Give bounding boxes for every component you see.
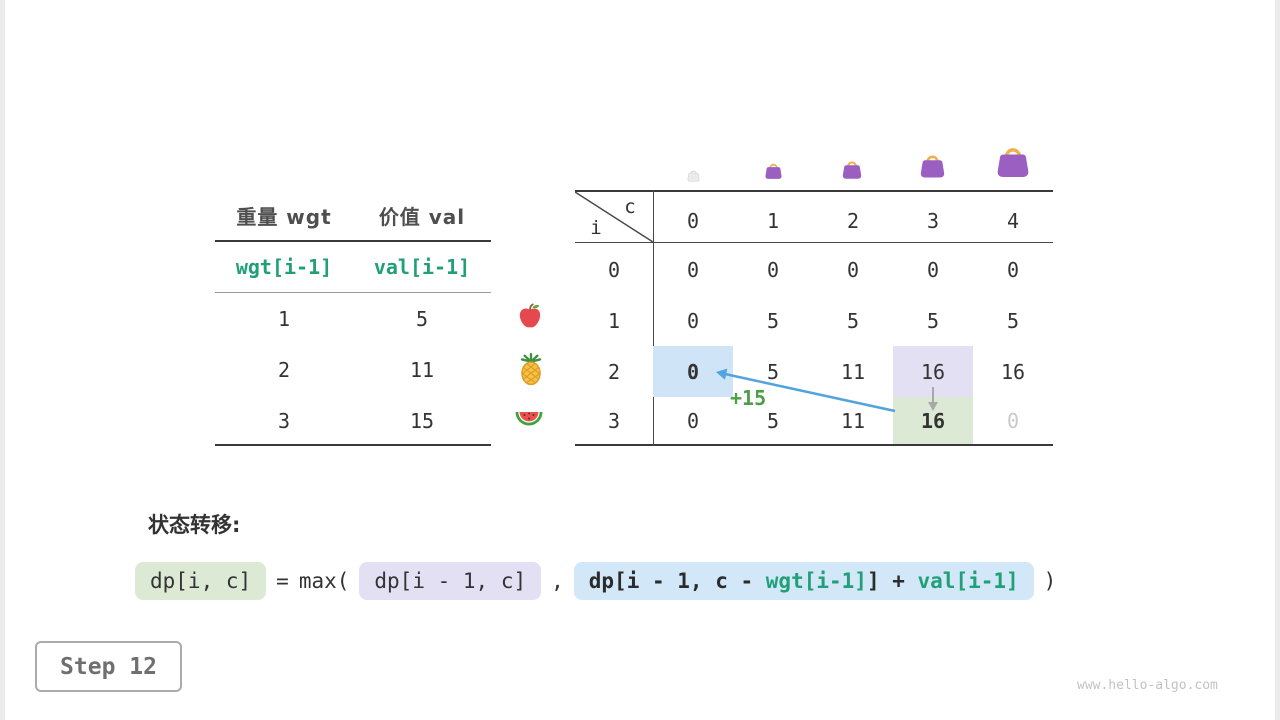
dp-cell: 5 bbox=[1006, 308, 1020, 333]
dp-cell-current: 16 bbox=[920, 408, 946, 433]
col-header: 1 bbox=[766, 209, 780, 233]
divider bbox=[215, 444, 491, 446]
weight-column-header: 重量 wgt bbox=[236, 204, 332, 229]
dp-cell: 0 bbox=[686, 257, 700, 282]
option2-part1: dp[i - 1, c - bbox=[588, 569, 766, 593]
corner-col-label: c bbox=[624, 196, 636, 218]
weights-table: 重量 wgt 价值 val wgt[i-1] val[i-1] 1 5 2 11… bbox=[215, 190, 491, 446]
col-header: 3 bbox=[926, 209, 940, 233]
max-open: max( bbox=[298, 569, 350, 593]
corner-row-label: i bbox=[590, 217, 602, 239]
value-cell: 5 bbox=[415, 306, 429, 331]
dp-cell: 0 bbox=[686, 308, 700, 333]
option2-val-part: val[i-1] bbox=[917, 569, 1019, 593]
step-indicator: Step 12 bbox=[35, 641, 182, 692]
close-paren: ) bbox=[1043, 569, 1057, 593]
dp-cell: 5 bbox=[926, 308, 940, 333]
formula-option1-chip: dp[i - 1, c] bbox=[359, 562, 542, 600]
dp-cell: 0 bbox=[686, 408, 700, 433]
option2-part3: ] + bbox=[866, 569, 918, 593]
divider bbox=[575, 190, 1053, 192]
right-edge-strip bbox=[1275, 0, 1280, 720]
col-header: 4 bbox=[1006, 209, 1020, 233]
dp-cell: 0 bbox=[766, 257, 780, 282]
equals-sign: = bbox=[276, 569, 289, 593]
dp-cell-pending: 0 bbox=[1006, 408, 1020, 433]
value-cell: 15 bbox=[409, 408, 435, 433]
col-header: 2 bbox=[846, 209, 860, 233]
bag-small-icon bbox=[763, 160, 784, 184]
dp-cell: 11 bbox=[840, 408, 866, 433]
dp-cell: 11 bbox=[840, 359, 866, 384]
dp-cell: 5 bbox=[846, 308, 860, 333]
option2-wgt-part: wgt[i-1] bbox=[765, 569, 867, 593]
dp-cell-source: 0 bbox=[686, 359, 700, 384]
comma: , bbox=[551, 569, 564, 593]
wgt-var-label: wgt[i-1] bbox=[235, 255, 333, 279]
row-header: 1 bbox=[607, 308, 621, 333]
dp-cell: 5 bbox=[766, 408, 780, 433]
watermelon-icon bbox=[514, 409, 544, 433]
row-header: 3 bbox=[607, 408, 621, 433]
value-column-header: 价值 val bbox=[378, 204, 466, 229]
divider bbox=[215, 292, 491, 293]
weights-table-header-row: 重量 wgt 价值 val bbox=[215, 190, 491, 240]
dp-cell: 0 bbox=[1006, 257, 1020, 282]
weight-cell: 2 bbox=[277, 357, 291, 382]
dp-cell: 16 bbox=[1000, 359, 1026, 384]
left-edge-strip bbox=[0, 0, 5, 720]
table-row: 1 5 bbox=[215, 293, 491, 344]
bag-xlarge-icon bbox=[993, 141, 1033, 183]
transition-section-label: 状态转移: bbox=[148, 513, 241, 537]
val-var-label: val[i-1] bbox=[373, 255, 471, 279]
col-header: 0 bbox=[686, 209, 700, 233]
transition-formula: dp[i, c] = max( dp[i - 1, c] , dp[i - 1,… bbox=[135, 559, 1056, 603]
divider bbox=[653, 190, 654, 446]
weight-cell: 3 bbox=[277, 408, 291, 433]
divider bbox=[575, 444, 1053, 446]
divider bbox=[575, 242, 1053, 243]
watermark: www.hello-algo.com bbox=[1077, 678, 1218, 693]
weight-cell: 1 bbox=[277, 306, 291, 331]
dp-cell: 0 bbox=[846, 257, 860, 282]
apple-icon bbox=[516, 302, 544, 334]
bag-ghost-icon bbox=[686, 167, 701, 186]
weights-table-var-row: wgt[i-1] val[i-1] bbox=[215, 242, 491, 292]
dp-cell: 5 bbox=[766, 308, 780, 333]
dp-cell: 0 bbox=[926, 257, 940, 282]
bag-medium-icon bbox=[840, 157, 864, 184]
row-header: 2 bbox=[607, 359, 621, 384]
dp-cell-above: 16 bbox=[920, 359, 946, 384]
row-header: 0 bbox=[607, 257, 621, 282]
formula-option2-chip: dp[i - 1, c - wgt[i-1]] + val[i-1] bbox=[573, 562, 1034, 600]
bag-large-icon bbox=[917, 150, 948, 183]
table-row: 3 15 bbox=[215, 395, 491, 446]
value-cell: 11 bbox=[409, 357, 435, 382]
plus-value-annotation: +15 bbox=[730, 386, 767, 410]
table-row: 2 11 bbox=[215, 344, 491, 395]
formula-lhs-chip: dp[i, c] bbox=[135, 562, 267, 600]
dp-table: c i 0 1 2 3 4 0 1 2 3 0 0 0 0 0 0 5 5 5 … bbox=[575, 190, 1053, 446]
divider bbox=[215, 240, 491, 242]
pineapple-icon bbox=[518, 352, 544, 390]
